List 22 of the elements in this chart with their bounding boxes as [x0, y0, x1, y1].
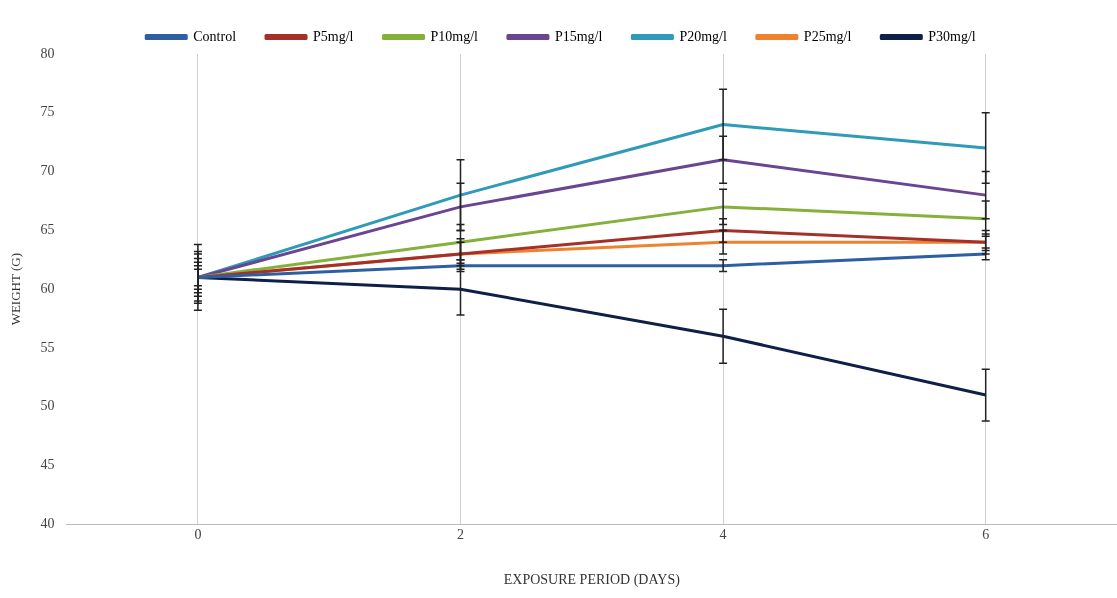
y-tick-label: 50 — [40, 398, 55, 414]
x-tick-label: 0 — [194, 527, 202, 543]
y-tick-label: 75 — [40, 104, 55, 120]
y-tick-label: 40 — [40, 516, 55, 532]
y-tick-label: 70 — [40, 163, 55, 179]
x-tick-label: 2 — [457, 527, 464, 543]
y-tick-label: 80 — [40, 45, 55, 61]
legend-label: P20mg/l — [679, 28, 727, 44]
legend-label: P10mg/l — [430, 28, 479, 44]
x-axis-title: EXPOSURE PERIOD (DAYS) — [503, 572, 681, 589]
legend-label: P15mg/l — [554, 28, 603, 44]
x-tick-label: 6 — [982, 527, 990, 543]
legend-label: Control — [193, 28, 237, 44]
legend-label: P25mg/l — [803, 28, 852, 44]
legend-label: P5mg/l — [313, 28, 354, 44]
y-axis-title: WEIGHT (G) — [8, 253, 24, 326]
y-tick-label: 45 — [40, 457, 55, 473]
y-tick-label: 60 — [40, 280, 55, 296]
legend-label: P30mg/l — [928, 28, 976, 44]
x-tick-label: 4 — [719, 527, 727, 543]
y-tick-label: 65 — [40, 222, 55, 238]
y-tick-label: 55 — [40, 339, 55, 355]
